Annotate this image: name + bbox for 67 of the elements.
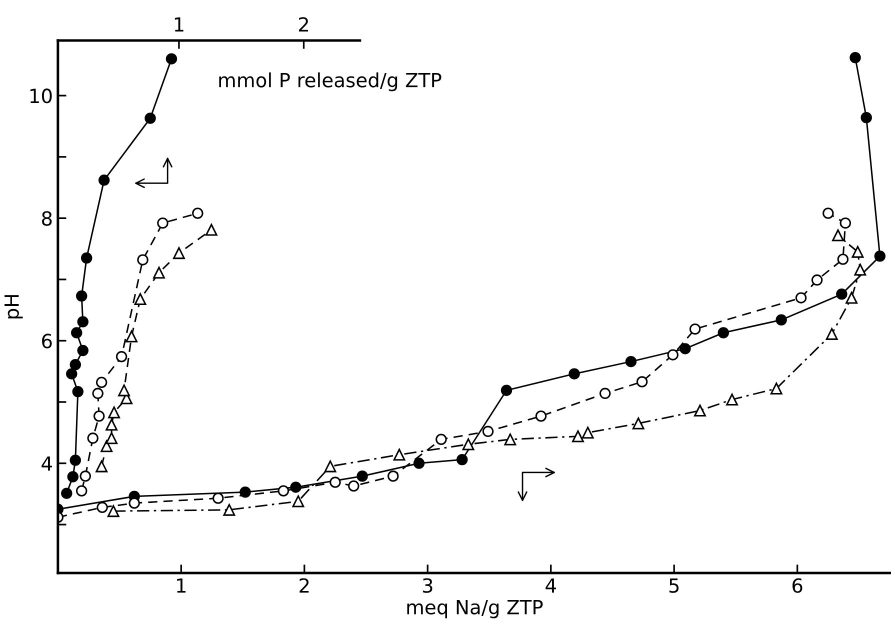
x-tick-label: 5 (669, 578, 679, 593)
x2-tick-label: 2 (298, 17, 308, 32)
point (96, 502, 108, 514)
point (852, 246, 864, 258)
point (689, 323, 701, 335)
point (836, 288, 848, 300)
point (387, 470, 399, 482)
x2-tick-label: 1 (174, 17, 184, 32)
point (462, 438, 474, 450)
point (568, 368, 580, 380)
point (599, 388, 611, 400)
point (240, 486, 251, 498)
point (482, 426, 494, 438)
point (500, 384, 512, 396)
point (393, 448, 406, 461)
point (436, 434, 447, 446)
point (840, 217, 852, 229)
point (636, 376, 648, 388)
point (324, 460, 336, 472)
point (680, 343, 691, 354)
y-tick-label: 8 (42, 211, 52, 226)
y-tick-label: 10 (30, 88, 52, 104)
point (860, 112, 872, 124)
point (290, 482, 302, 493)
point (348, 480, 360, 492)
point (582, 426, 594, 439)
point (278, 485, 290, 496)
point (572, 430, 584, 442)
point (535, 410, 547, 422)
x-tick-label: 2 (300, 578, 309, 593)
point (632, 417, 644, 430)
y-tick-label: 4 (42, 456, 52, 471)
point (795, 292, 807, 304)
point (822, 208, 834, 219)
point (413, 458, 425, 469)
x-tick-label: 4 (546, 578, 556, 593)
point (625, 356, 637, 368)
point (330, 476, 341, 488)
point (874, 250, 886, 262)
point (667, 349, 678, 360)
point (837, 254, 849, 265)
point (726, 394, 738, 406)
y-axis-title: pH (4, 295, 23, 318)
x-tick-label: 3 (422, 578, 432, 593)
point (223, 504, 236, 516)
point (694, 404, 706, 417)
point (776, 314, 787, 326)
point (212, 492, 224, 504)
point (292, 495, 304, 508)
point (107, 505, 120, 518)
point (770, 382, 782, 394)
x2-axis-title: mmol P released/g ZTP (219, 72, 442, 92)
point (826, 328, 838, 340)
point (456, 454, 468, 466)
point (356, 470, 368, 482)
point (128, 498, 140, 509)
point (718, 327, 730, 338)
point (811, 274, 823, 286)
x-tick-label: 1 (177, 578, 186, 593)
x-axis-title: meq Na/g ZTP (407, 600, 543, 618)
point (832, 229, 844, 242)
point (854, 264, 866, 276)
point (846, 292, 858, 304)
x-tick-label: 6 (792, 578, 802, 593)
point (850, 52, 861, 64)
y-tick-label: 6 (42, 334, 52, 348)
point (504, 433, 516, 446)
